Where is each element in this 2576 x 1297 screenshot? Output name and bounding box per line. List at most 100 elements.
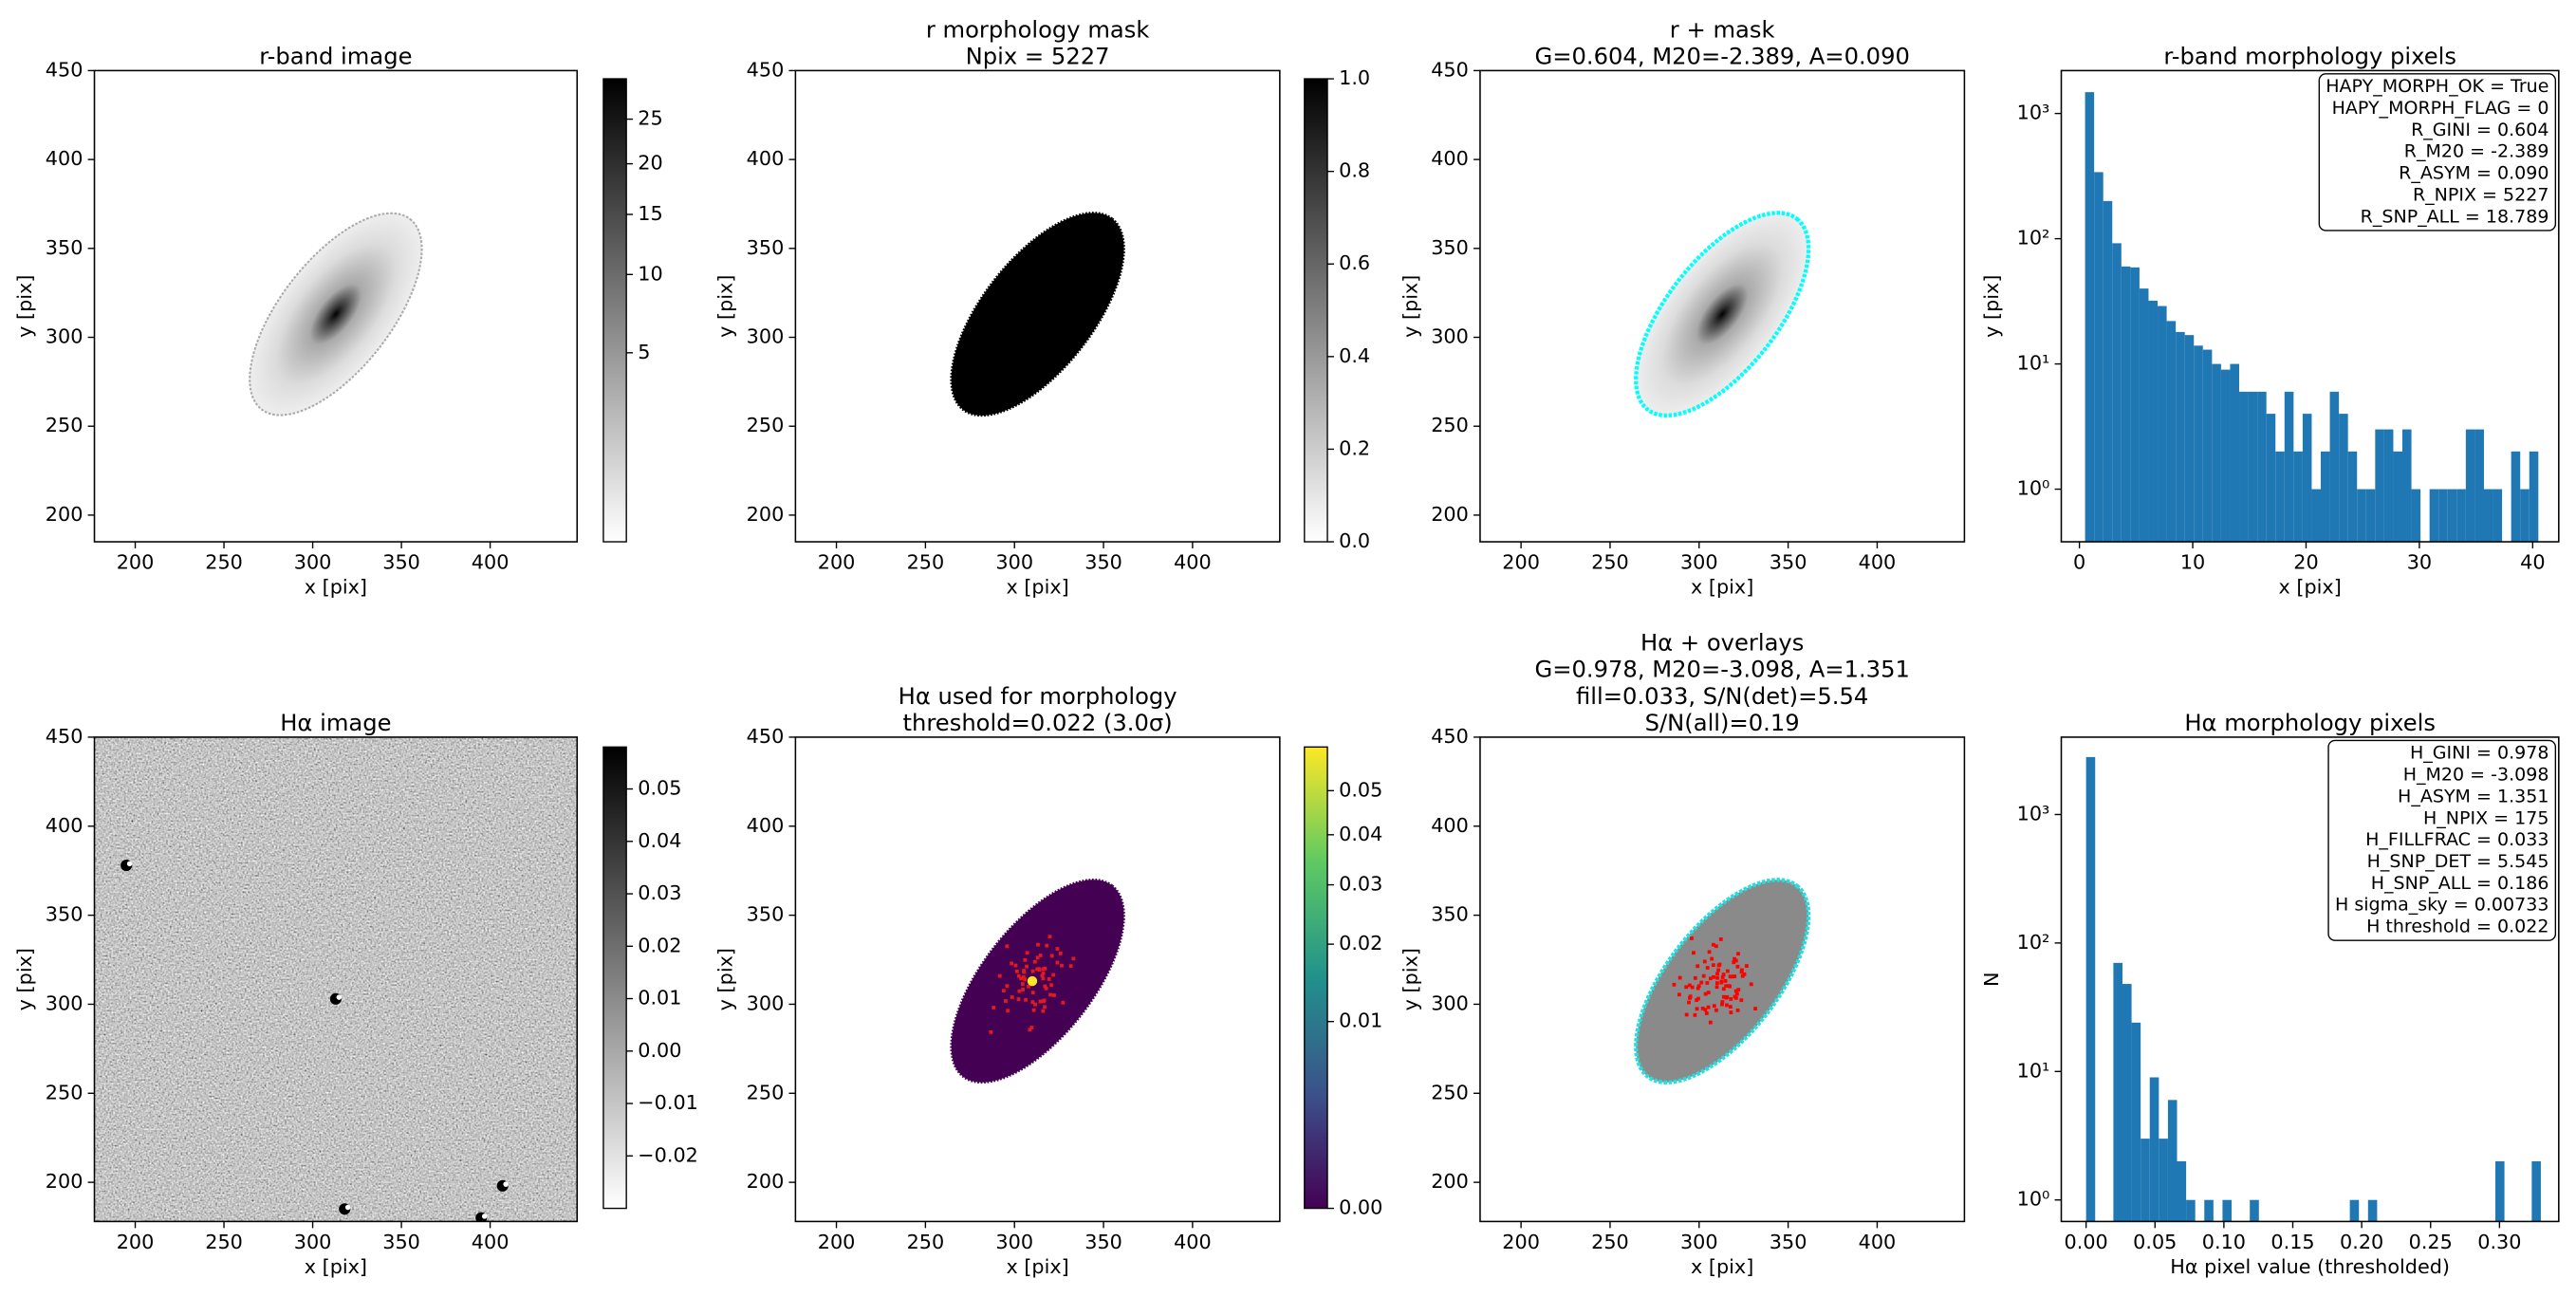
detected-pixel <box>1690 936 1694 940</box>
bar <box>2495 1160 2505 1222</box>
x-tick-label: 350 <box>1770 1231 1807 1253</box>
detected-pixel <box>1733 994 1737 999</box>
detected-pixel <box>1006 1009 1010 1013</box>
bar <box>2248 391 2258 543</box>
y-axis-label: y [pix] <box>1980 275 2003 338</box>
panel: 200 250 300 350 400 200 250 300 350 400 450 x [pix]… <box>13 44 663 599</box>
detected-pixel <box>1706 991 1711 994</box>
x-axis-label: x [pix] <box>1691 1255 1753 1278</box>
x-tick-label: 300 <box>995 1231 1033 1253</box>
colorbar-tick-label: 0.05 <box>638 777 681 800</box>
noise <box>94 736 578 1222</box>
detected-pixel <box>1004 999 1008 1003</box>
detected-pixel <box>1023 977 1028 982</box>
y-axis-label: y [pix] <box>714 275 737 338</box>
colorbar-tick-label: 1.0 <box>1339 66 1370 89</box>
plot-area <box>2085 92 2539 543</box>
detected-pixel <box>1696 984 1701 989</box>
detected-pixel <box>1677 992 1681 997</box>
panel-title: Hα used for morphology <box>899 683 1177 710</box>
y-tick-label: 200 <box>747 503 785 526</box>
x-tick-label: 300 <box>995 551 1033 574</box>
detected-pixel <box>1047 977 1051 981</box>
detected-pixel <box>1027 984 1030 989</box>
detected-pixel <box>1045 943 1049 948</box>
y-tick-label: 350 <box>1431 903 1469 926</box>
source <box>126 861 133 867</box>
detected-pixel <box>1701 973 1706 978</box>
y-tick-label: 10¹ <box>2017 1059 2050 1082</box>
bar <box>2212 363 2221 543</box>
bar <box>2130 267 2140 543</box>
panel-title: threshold=0.022 (3.0σ) <box>903 710 1173 736</box>
bar <box>2176 331 2185 543</box>
detected-pixel <box>1714 985 1719 990</box>
x-tick-label: 250 <box>1591 551 1629 574</box>
detected-pixel <box>1043 1005 1047 1010</box>
x-tick-label: 0.15 <box>2270 1231 2314 1253</box>
detected-pixel <box>1071 956 1076 961</box>
detected-pixel <box>1739 998 1744 1003</box>
y-tick-label: 10⁰ <box>2017 477 2050 500</box>
bar <box>2239 391 2249 543</box>
galaxy <box>1634 211 1811 418</box>
detected-pixel <box>1013 963 1018 968</box>
y-tick-label: 250 <box>747 414 785 436</box>
x-tick-label: 250 <box>205 551 243 574</box>
detected-pixel <box>1696 986 1700 991</box>
detected-pixel <box>1058 951 1063 955</box>
detected-pixel <box>1023 957 1028 962</box>
detected-pixel <box>1704 1011 1709 1015</box>
x-tick-label: 250 <box>1591 1231 1629 1253</box>
detected-pixel <box>1718 937 1723 941</box>
detected-pixel <box>1687 983 1692 988</box>
detected-pixel <box>1001 989 1006 993</box>
detected-pixel <box>1727 984 1732 989</box>
detected-pixel <box>1035 967 1040 972</box>
x-tick-label: 300 <box>1680 551 1718 574</box>
detected-pixel <box>1732 960 1736 965</box>
detected-pixel <box>1699 980 1704 985</box>
detected-pixel <box>1037 968 1042 973</box>
detected-pixel <box>1061 1000 1066 1005</box>
detected-pixel <box>991 1006 996 1010</box>
x-tick-label: 200 <box>818 1231 856 1253</box>
detected-pixel <box>1715 975 1719 980</box>
panel-title: fill=0.033, S/N(det)=5.54 <box>1576 683 1868 710</box>
annotation-line: R_GINI = 0.604 <box>2411 120 2548 140</box>
x-axis-label: x [pix] <box>1006 1255 1068 1278</box>
x-tick-label: 0.00 <box>2065 1231 2108 1253</box>
detected-pixel <box>1725 969 1730 973</box>
panel-title: Npix = 5227 <box>966 44 1110 70</box>
detected-pixel <box>1019 976 1024 981</box>
x-tick-label: 300 <box>294 1231 332 1253</box>
y-tick-label: 10¹ <box>2017 352 2050 375</box>
x-tick-label: 200 <box>117 1231 155 1253</box>
y-tick-label: 450 <box>747 725 785 748</box>
y-tick-label: 400 <box>46 147 83 170</box>
bar <box>2429 489 2439 543</box>
x-tick-label: 0.20 <box>2340 1231 2383 1253</box>
bar <box>2222 1199 2233 1222</box>
y-tick-label: 450 <box>46 58 83 81</box>
y-tick-label: 10⁰ <box>2017 1188 2050 1211</box>
bar <box>2085 756 2096 1222</box>
y-tick-label: 450 <box>46 725 83 748</box>
y-tick-label: 450 <box>747 58 785 81</box>
axes-frame <box>794 69 1281 543</box>
x-tick-label: 0.25 <box>2409 1231 2453 1253</box>
detected-pixel <box>1025 951 1029 955</box>
bar <box>2531 1160 2541 1222</box>
detected-pixel <box>1688 994 1693 999</box>
y-tick-label: 200 <box>1431 1170 1469 1193</box>
y-axis-label: N <box>1980 972 2003 987</box>
colorbar-tick-label: 0.2 <box>1339 436 1370 459</box>
panel: 0 10 20 30 40 10⁰ 10¹ 10² 10³ x [pix] y [pix] r-ban… <box>1980 44 2560 598</box>
y-tick-label: 350 <box>747 903 785 926</box>
y-axis-label: y [pix] <box>13 948 36 1010</box>
detected-pixel <box>1725 1003 1729 1008</box>
bar <box>2339 414 2348 543</box>
y-tick-label: 400 <box>1431 147 1469 170</box>
detected-pixel <box>1721 994 1726 999</box>
x-tick-label: 40 <box>2520 551 2545 574</box>
